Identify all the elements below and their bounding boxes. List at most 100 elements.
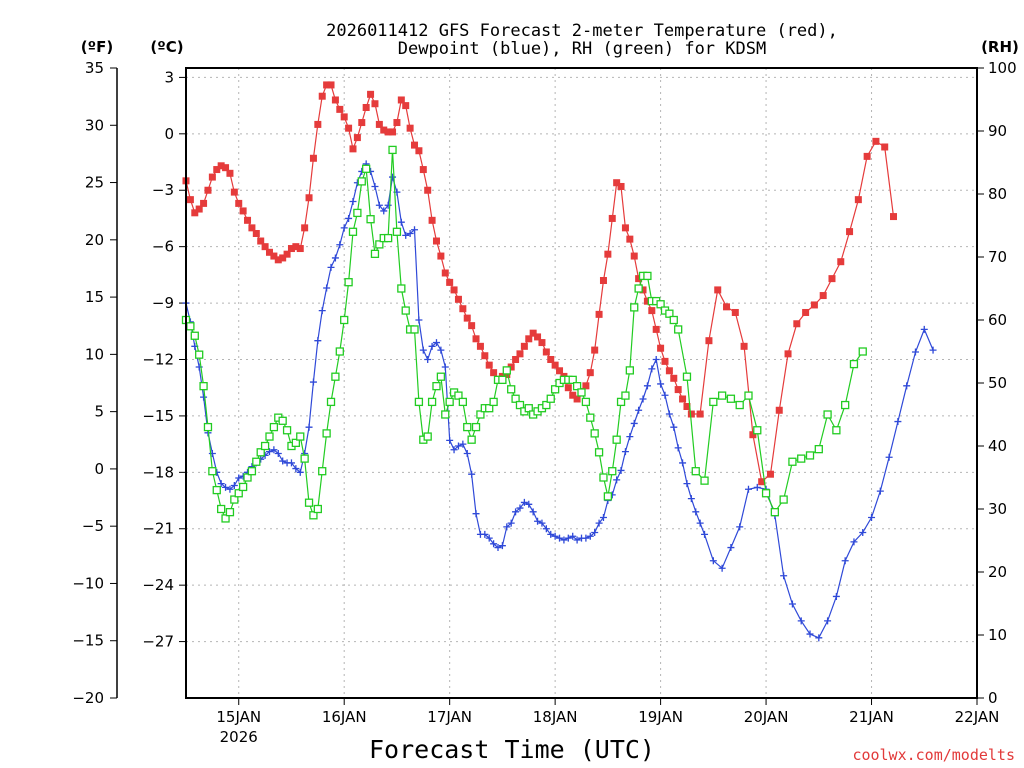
2-meter-temperature-point [740,342,748,350]
dewpoint-point [753,483,761,491]
fahrenheit-tick-label: 5 [94,403,104,421]
rh-point [625,366,634,375]
rh-point [313,504,322,514]
dewpoint-point [859,529,867,537]
2-meter-temperature-point [617,182,625,190]
2-meter-temperature-point [397,96,405,104]
rh-point [322,429,331,438]
2-meter-temperature-point [235,199,243,207]
2-meter-temperature-point [441,269,449,277]
dewpoint-point [411,226,419,234]
2-meter-temperature-point [766,470,774,478]
dewpoint-point [375,201,383,209]
2-meter-temperature-point [454,295,462,303]
time-tick-label: 22JAN [955,708,1000,726]
rh-point [761,489,771,498]
dewpoint-point [437,346,445,354]
dewpoint-point [595,519,603,527]
2-meter-temperature-point [648,307,656,315]
2-meter-temperature-point [437,252,445,260]
fahrenheit-tick-label: 20 [85,231,104,249]
2-meter-temperature-point [274,256,282,264]
rh-point [709,397,718,407]
2-meter-temperature-point [846,228,854,236]
celsius-tick-label: 0 [164,125,174,143]
chart-title-line-1: 2026011412 GFS Forecast 2-meter Temperat… [326,21,838,41]
fahrenheit-tick-label: −20 [72,689,104,707]
dewpoint-point [564,534,572,542]
dewpoint-point [235,474,243,482]
rh-point [410,325,419,334]
2-meter-temperature-point [314,120,322,128]
2-meter-temperature-point [683,403,691,411]
2-meter-temperature-point [582,382,590,390]
dewpoint-point [885,453,893,461]
dewpoint-point [428,342,436,350]
rh-tick-label: 0 [988,689,998,707]
rh-point [498,375,507,385]
rh-point [300,454,309,463]
2-meter-temperature-point [661,357,669,365]
rh-point [643,271,652,281]
2-meter-temperature-point [279,254,287,262]
2-meter-temperature-point [283,250,291,258]
dewpoint-point [270,446,278,454]
2-meter-temperature-point [652,325,660,333]
dewpoint-point [314,337,322,345]
2-meter-temperature-point [881,143,889,151]
2-meter-temperature-point [520,342,528,350]
dewpoint-point [327,263,335,271]
rh-point [243,473,252,482]
rh-point [423,432,432,441]
fahrenheit-tick-label: 35 [85,59,104,77]
dewpoint-point [824,617,832,625]
rh-point [340,315,349,325]
dewpoint-point [701,530,709,538]
2-meter-temperature-point [551,361,559,369]
2-meter-temperature-point [261,243,269,251]
rh-point [770,507,780,517]
rh-point [489,397,498,407]
time-tick-label: 19JAN [638,708,683,726]
rh-point [515,400,525,410]
2-meter-temperature-point [863,152,871,160]
rh-point [590,429,599,438]
2-meter-temperature-point [828,275,836,283]
dewpoint-point [512,508,520,516]
dewpoint-point [692,508,700,516]
dewpoint-point [560,536,568,544]
rh-point [608,467,617,476]
dewpoint-point [472,510,480,518]
2-meter-temperature-point [406,124,414,132]
dewpoint-point [516,504,524,512]
dewpoint-point [582,534,590,542]
dewpoint-point [661,391,669,399]
2-meter-temperature-point [362,103,370,111]
data-series [181,81,937,642]
2-meter-temperature-point [393,119,401,127]
dewpoint-point [534,517,542,525]
dewpoint-point [744,485,752,493]
2-meter-temperature-point [446,278,454,286]
dewpoint-point [815,634,823,642]
dewpoint-point [841,557,849,565]
celsius-axis-unit: (ºC) [150,38,183,56]
2-meter-temperature-point [485,361,493,369]
rh-tick-label: 40 [988,437,1007,455]
2-meter-temperature-line [185,84,895,483]
dewpoint-point [556,534,564,542]
dewpoint-point [529,508,537,516]
2-meter-temperature-point [534,333,542,341]
dewpoint-point [643,382,651,390]
dewpoint-point [630,419,638,427]
rh-point [282,426,292,435]
rh-point [397,284,406,293]
rh-tick-label: 80 [988,185,1007,203]
rh-point [577,388,586,397]
celsius-axis: 3 0 −3 −6 −9 −12 −15 −18 −21 −24 −27 [142,68,186,651]
rh-point [594,448,604,457]
2-meter-temperature-point [490,369,498,377]
rh-point [195,350,204,359]
rh-point [612,435,621,444]
